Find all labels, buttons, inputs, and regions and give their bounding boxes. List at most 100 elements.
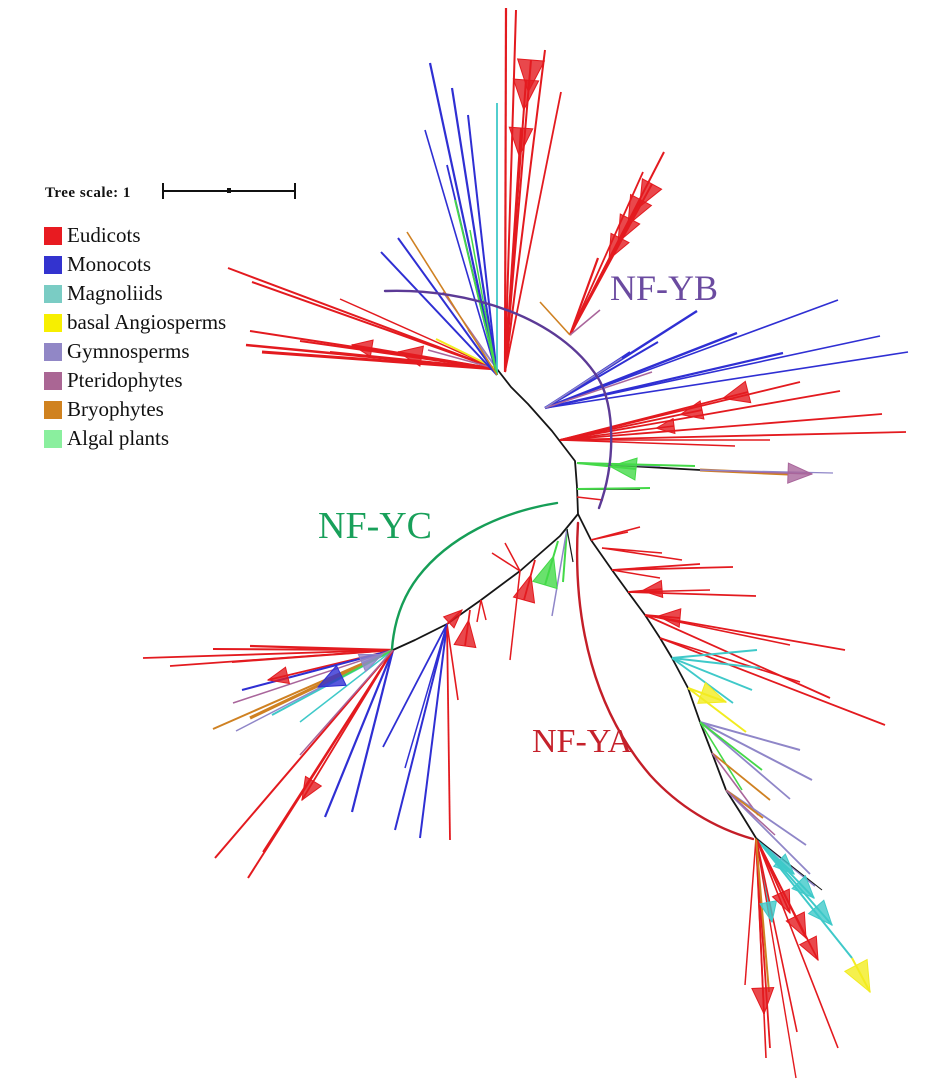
tree-branch — [755, 837, 853, 959]
collapsed-clade-triangle — [721, 380, 752, 404]
tree-branch — [725, 789, 776, 836]
tree-branch — [504, 91, 562, 373]
collapsed-clade-triangle — [512, 573, 536, 604]
legend-item: Gymnosperms — [44, 337, 226, 366]
legend-item-label: Eudicots — [67, 223, 141, 247]
scale-bar-mid-tick — [227, 188, 231, 193]
tree-branch — [491, 552, 521, 572]
legend-color-swatch — [44, 226, 62, 245]
tree-branch — [323, 649, 395, 818]
collapsed-clade-triangle — [679, 400, 705, 420]
tree-branch — [544, 341, 659, 409]
legend-item: Eudicots — [44, 221, 226, 250]
tree-branch — [644, 614, 831, 699]
tree-branch — [504, 49, 546, 373]
legend-color-swatch — [44, 429, 62, 448]
legend-color-swatch — [44, 342, 62, 361]
legend-color-swatch — [44, 313, 62, 332]
tree-branch — [627, 589, 711, 593]
tree-branch — [744, 837, 757, 986]
legend-item-label: Monocots — [67, 252, 151, 276]
legend-color-swatch — [44, 400, 62, 419]
clade-bracket-layer — [383, 289, 755, 841]
tree-branch — [339, 298, 498, 370]
legend-item: basal Angiosperms — [44, 308, 226, 337]
tree-branch — [568, 257, 600, 336]
tree-branch — [559, 431, 907, 441]
scale-bar: Tree scale: 1 — [45, 183, 296, 201]
collapsed-clade-triangle — [654, 417, 676, 435]
NF-YB-bracket — [383, 289, 613, 510]
collapsed-clade-triangle — [638, 178, 663, 208]
collapsed-clade-triangle — [512, 78, 540, 112]
clade-labels-layer: NF-YB NF-YC NF-YA — [318, 268, 718, 760]
tree-branch — [380, 251, 498, 376]
tree-branch — [559, 381, 801, 441]
legend-item-label: Gymnosperms — [67, 339, 190, 363]
tree-branch — [261, 350, 498, 371]
tree-branch — [590, 531, 629, 541]
legend-color-swatch — [44, 371, 62, 390]
tree-branch — [611, 566, 734, 571]
tree-branch — [755, 837, 798, 1033]
tree-branch — [480, 599, 487, 621]
tree-branch — [687, 687, 747, 733]
collapsed-clade-triangle — [532, 554, 558, 590]
collapsed-clade-triangle — [791, 874, 815, 899]
tree-branch — [755, 837, 770, 993]
legend-item-label: Pteridophytes — [67, 368, 183, 392]
collapsed-clade-triangle — [442, 609, 463, 629]
legend-color-swatch — [44, 255, 62, 274]
collapsed-clade-triangle — [357, 654, 384, 673]
collapsed-clade-triangle — [697, 681, 728, 704]
tree-branch — [544, 335, 881, 409]
tree-branch — [301, 649, 394, 801]
tree-branch — [562, 528, 568, 583]
collapsed-clade-triangle — [772, 853, 795, 875]
tree-branch — [559, 413, 883, 441]
tree-branch — [711, 752, 759, 816]
collapsed-clade-triangle — [785, 911, 807, 940]
tree-branch — [755, 837, 767, 1059]
tree-branch — [503, 7, 508, 373]
collapsed-clade-triangle — [350, 339, 374, 358]
tree-branch — [659, 637, 886, 726]
legend-item-label: Magnoliids — [67, 281, 163, 305]
collapsed-clade-triangle — [301, 775, 323, 802]
legend-item-label: Bryophytes — [67, 397, 164, 421]
tree-branch — [427, 349, 498, 370]
tree-branch — [671, 657, 734, 704]
tree-branch — [509, 570, 521, 661]
tree-branch — [504, 542, 521, 572]
tree-branch — [755, 837, 839, 1049]
tree-branch — [659, 637, 801, 683]
collapsed-clade-triangle — [751, 986, 775, 1016]
tree-branch — [249, 644, 394, 652]
tree-branch — [350, 649, 395, 813]
collapsed-clade-triangle — [656, 608, 682, 628]
scale-bar-label: Tree scale: 1 — [45, 185, 131, 201]
tree-branch — [601, 547, 683, 561]
tree-branch — [446, 623, 459, 701]
collapsed-clade-triangle — [843, 958, 871, 994]
tree-branch — [559, 439, 736, 447]
tree-branch — [711, 752, 771, 801]
clade-label-nf-yc: NF-YC — [318, 505, 432, 547]
tree-branch — [699, 721, 763, 771]
tree-branch — [611, 569, 661, 579]
tree-branch — [544, 371, 653, 409]
tree-branch — [504, 9, 517, 373]
tree-branch — [214, 649, 394, 859]
lineage-legend: Eudicots Monocots Magnoliids basal Angiospe… — [44, 221, 226, 453]
tree-branch — [299, 649, 394, 756]
collapsed-clades-layer — [266, 58, 871, 1016]
legend-color-swatch — [44, 284, 62, 303]
tree-branch — [699, 721, 791, 800]
tree-branch — [544, 299, 839, 409]
collapsed-clade-triangle — [798, 935, 819, 962]
tree-branch — [424, 129, 498, 376]
collapsed-clade-triangle — [608, 457, 638, 481]
collapsed-clade-triangle — [771, 888, 791, 915]
collapsed-clade-triangle — [316, 664, 347, 688]
legend-item: Bryophytes — [44, 395, 226, 424]
